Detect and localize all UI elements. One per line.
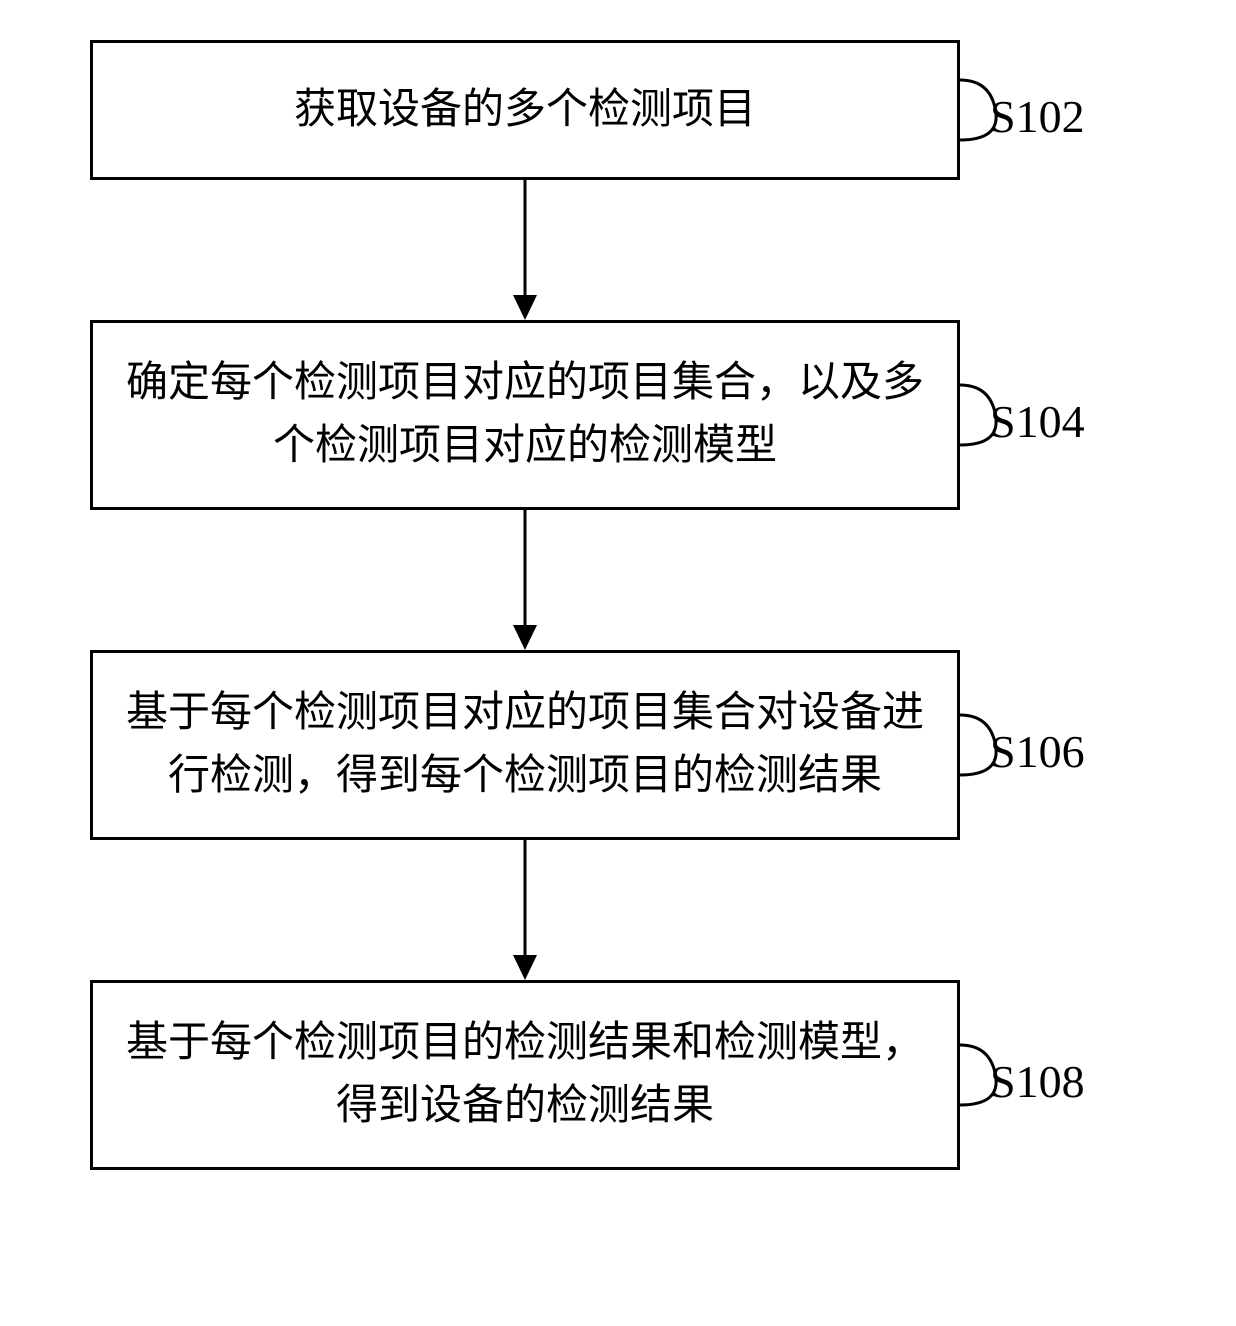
flowchart-container: 获取设备的多个检测项目 S102 确定每个检测项目对应的项目集合，以及多个检测项目对…: [90, 40, 1150, 1170]
step-label: S104: [990, 395, 1085, 448]
step-label: S106: [990, 725, 1085, 778]
flow-arrow: [90, 510, 960, 650]
step-text: 基于每个检测项目对应的项目集合对设备进行检测，得到每个检测项目的检测结果: [123, 682, 927, 808]
step-box: 基于每个检测项目的检测结果和检测模型，得到设备的检测结果: [90, 980, 960, 1170]
step-label: S108: [990, 1055, 1085, 1108]
step-box: 确定每个检测项目对应的项目集合，以及多个检测项目对应的检测模型: [90, 320, 960, 510]
flow-arrow: [90, 180, 960, 320]
step-s104: 确定每个检测项目对应的项目集合，以及多个检测项目对应的检测模型 S104: [90, 320, 1150, 510]
step-box: 基于每个检测项目对应的项目集合对设备进行检测，得到每个检测项目的检测结果: [90, 650, 960, 840]
step-label: S102: [990, 90, 1085, 143]
step-box: 获取设备的多个检测项目: [90, 40, 960, 180]
step-text: 基于每个检测项目的检测结果和检测模型，得到设备的检测结果: [123, 1012, 927, 1138]
flow-arrow: [90, 840, 960, 980]
step-s102: 获取设备的多个检测项目 S102: [90, 40, 1150, 180]
step-s108: 基于每个检测项目的检测结果和检测模型，得到设备的检测结果 S108: [90, 980, 1150, 1170]
step-text: 获取设备的多个检测项目: [294, 79, 756, 142]
step-s106: 基于每个检测项目对应的项目集合对设备进行检测，得到每个检测项目的检测结果 S106: [90, 650, 1150, 840]
step-text: 确定每个检测项目对应的项目集合，以及多个检测项目对应的检测模型: [123, 352, 927, 478]
